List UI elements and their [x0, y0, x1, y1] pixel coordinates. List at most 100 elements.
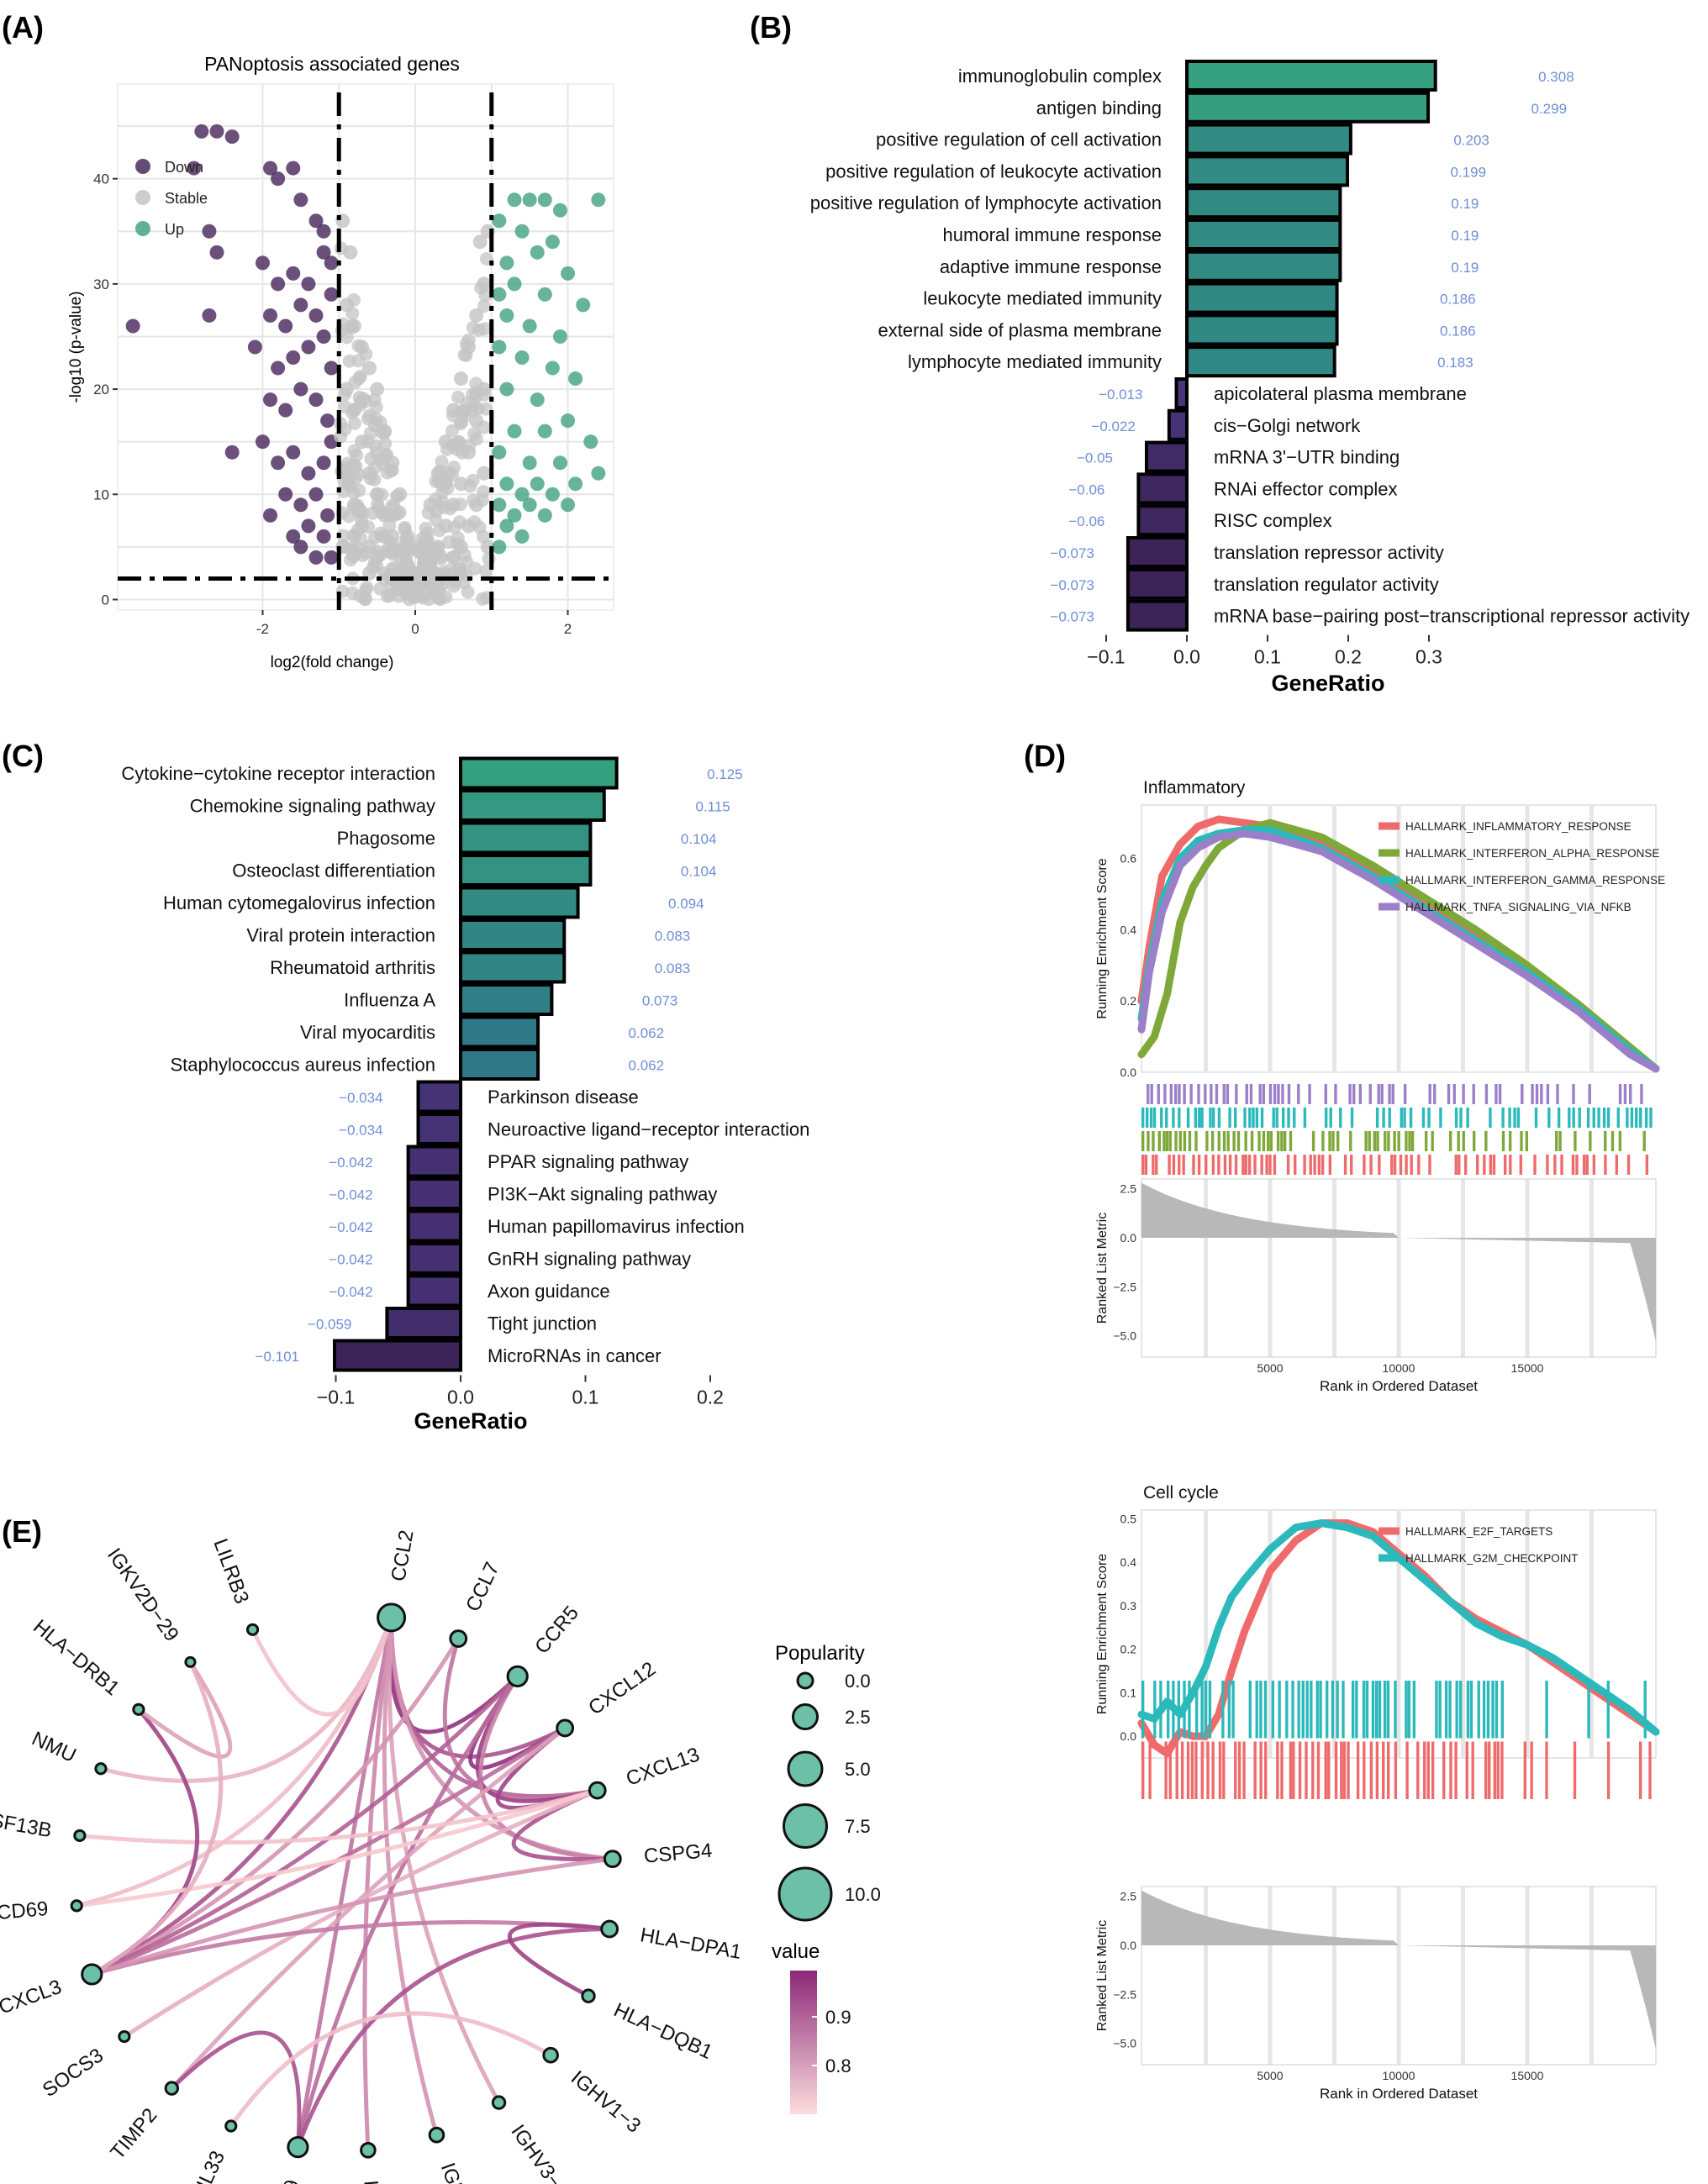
rug-mark: [1273, 1155, 1277, 1175]
point-up: [492, 213, 507, 229]
rug-mark: [1297, 1084, 1300, 1104]
chord-link: [250, 1617, 393, 1717]
point-stable: [378, 436, 393, 450]
gene-node: [600, 1919, 619, 1939]
legend-label: HALLMARK_E2F_TARGETS: [1405, 1525, 1552, 1538]
point-up: [530, 392, 545, 408]
value-label: 0.073: [642, 993, 678, 1009]
rug-mark: [1521, 1084, 1524, 1104]
gene-node: [73, 1829, 87, 1843]
point-stable: [453, 371, 468, 387]
rug-mark: [1253, 1155, 1257, 1175]
chord-link: [229, 2011, 552, 2128]
rug-mark: [1471, 1741, 1474, 1799]
rug-mark: [1281, 1108, 1285, 1128]
rug-mark: [1257, 1131, 1261, 1151]
bar: [1136, 504, 1189, 537]
rug-mark: [1365, 1681, 1369, 1739]
rug-mark: [1287, 1084, 1291, 1104]
point-up: [561, 266, 576, 281]
chord-link: [91, 1660, 224, 1976]
rug-mark: [1310, 1681, 1313, 1739]
rug-mark: [1169, 1084, 1173, 1104]
rug-mark: [1403, 1108, 1406, 1128]
bar: [459, 756, 619, 790]
rug-mark: [1301, 1681, 1305, 1739]
bar: [1185, 91, 1431, 124]
rug-mark: [1640, 1084, 1643, 1104]
chord-link: [362, 1617, 394, 2150]
rug-mark: [1165, 1131, 1169, 1151]
point-up: [545, 234, 560, 250]
value-label: −0.042: [329, 1155, 372, 1171]
point-stable: [366, 560, 380, 575]
point-up: [492, 445, 507, 460]
bar: [1167, 408, 1189, 441]
value-gradient-step: [790, 2071, 817, 2076]
point-up: [507, 276, 522, 292]
value-label: 0.062: [629, 1025, 665, 1041]
rug-mark: [1144, 1155, 1148, 1175]
rug-mark: [1164, 1741, 1168, 1799]
value-gradient-step: [790, 2092, 817, 2097]
rug-mark: [1242, 1741, 1246, 1799]
point-down: [308, 308, 324, 323]
rug-mark: [1172, 1681, 1175, 1739]
point-stable: [453, 417, 467, 431]
rug-mark: [1303, 1155, 1306, 1175]
rug-mark: [1606, 1741, 1610, 1799]
rug-mark: [1530, 1741, 1533, 1799]
rug-mark: [1472, 1084, 1475, 1104]
value-gradient-step: [790, 2028, 817, 2033]
gene-node: [360, 2141, 377, 2159]
rug-mark: [1155, 1155, 1158, 1175]
value-label: −0.042: [329, 1219, 372, 1235]
rug-mark: [1519, 1155, 1522, 1175]
rug-mark: [1303, 1108, 1307, 1128]
rug-mark: [1405, 1131, 1408, 1151]
point-down: [324, 550, 339, 565]
value-label: 0.104: [681, 864, 717, 880]
value-label: −0.034: [339, 1123, 382, 1139]
rug-mark: [1211, 1108, 1215, 1128]
es-axis-label: Running Enrichment Score: [1095, 1554, 1110, 1714]
rug-mark: [1618, 1131, 1622, 1151]
point-down: [271, 455, 286, 471]
point-stable: [396, 582, 410, 597]
rug-mark: [1308, 1084, 1311, 1104]
rug-mark: [1500, 1741, 1504, 1799]
es-line: [1137, 818, 1660, 1073]
rug-mark: [1484, 1084, 1489, 1104]
point-up: [537, 424, 552, 439]
rug-mark: [1228, 1155, 1232, 1175]
rug-mark: [1348, 1084, 1352, 1104]
rug-mark: [1271, 1681, 1275, 1739]
rug-mark: [1572, 1084, 1575, 1104]
value-gradient-step: [790, 2052, 817, 2057]
rug-mark: [1243, 1108, 1247, 1128]
rug-mark: [1162, 1131, 1166, 1151]
rug-mark: [1500, 1681, 1504, 1739]
rug-mark: [1255, 1108, 1259, 1128]
point-stable: [459, 348, 473, 362]
rug-mark: [1231, 1681, 1235, 1739]
rug-mark: [1546, 1084, 1550, 1104]
category-label: leukocyte mediated immunity: [923, 288, 1162, 309]
rug-mark: [1547, 1108, 1551, 1128]
bar: [385, 1307, 463, 1339]
rug-mark: [1331, 1681, 1335, 1739]
rug-mark: [1226, 1131, 1230, 1151]
point-down: [263, 508, 278, 523]
value-label: −0.013: [1099, 387, 1142, 403]
rug-mark: [1247, 1155, 1252, 1175]
value-gradient-step: [790, 2042, 817, 2047]
rug-mark: [1178, 1108, 1181, 1128]
rug-mark: [1195, 1681, 1199, 1739]
bar: [459, 886, 580, 919]
rug-mark: [1309, 1155, 1312, 1175]
rug-mark: [1217, 1108, 1221, 1128]
category-label: immunoglobulin complex: [958, 66, 1162, 87]
rug-mark: [1351, 1681, 1355, 1739]
